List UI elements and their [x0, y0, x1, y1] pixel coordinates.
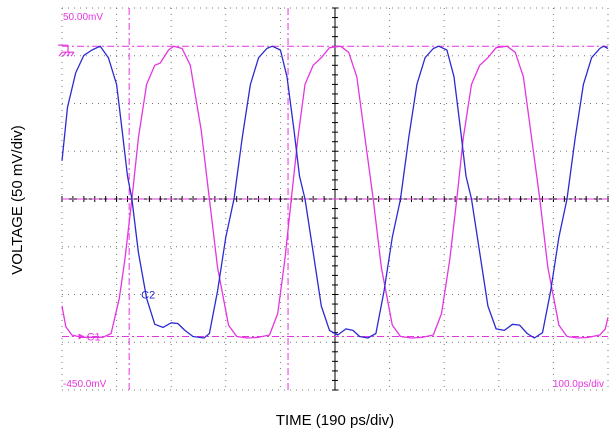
y-axis-title: VOLTAGE (50 mV/div): [9, 125, 26, 274]
ground-marker-icon: [58, 44, 75, 57]
trace-label-c1: C1: [87, 332, 101, 344]
top-scale-label: 50.00mV: [63, 12, 103, 23]
reference-lines: [58, 8, 608, 390]
x-axis-title: TIME (190 ps/div): [276, 412, 394, 429]
trace-c2: [61, 45, 609, 339]
c1-marker-icon: [78, 333, 85, 340]
time-scale-label: 100.0ps/div: [553, 379, 604, 390]
trace-label-c2: C2: [141, 290, 155, 302]
labels: 50.00mV -450.0mV 100.0ps/div VOLTAGE (50…: [9, 12, 604, 429]
bottom-scale-label: -450.0mV: [63, 379, 107, 390]
trace-c1: [61, 45, 609, 339]
traces: [61, 45, 609, 339]
